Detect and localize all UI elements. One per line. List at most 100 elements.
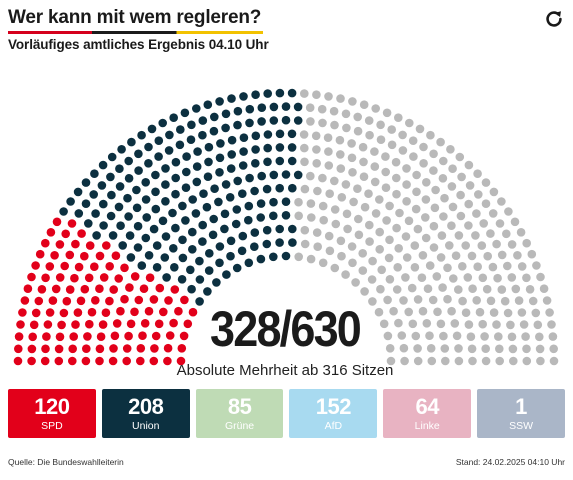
seat-union [221,109,231,119]
seat-union [147,124,157,134]
seat-gr-ne [324,147,333,156]
seat-afd [402,180,411,189]
seat-linke [535,332,544,342]
seat-spd [159,307,168,317]
seat-union [232,205,242,214]
seat-afd [413,224,423,234]
party-tile-ssw[interactable]: 1 SSW [477,389,565,438]
seat-union [251,90,260,99]
seat-union [151,204,161,214]
seat-gr-ne [336,150,345,159]
seat-union [125,231,135,240]
seat-union [221,123,230,133]
seat-spd [59,308,69,318]
seat-afd [511,284,521,294]
seat-spd [48,296,58,305]
seat-linke [514,296,524,305]
seat-union [133,221,143,231]
seat-union [275,129,285,139]
party-tile-spd[interactable]: 120 SPD [8,389,96,438]
seat-afd [375,195,384,204]
seat-spd [136,344,146,353]
seat-afd [451,251,461,260]
seat-afd [383,295,392,305]
seat-gr-ne [305,103,315,112]
seat-union [269,102,279,112]
party-tile-gr-ne[interactable]: 85 Grüne [195,389,284,438]
seat-union [281,211,291,220]
seat-linke [447,306,456,316]
seat-spd [50,251,59,260]
seat-union [144,251,154,260]
seat-union [287,129,297,139]
seat-gr-ne [294,197,303,207]
seat-afd [527,249,537,259]
seat-afd [425,261,435,270]
seat-linke [506,320,515,330]
seat-union [149,224,159,234]
seat-union [106,172,115,182]
seat-union [210,184,219,193]
seat-spd [169,318,178,328]
seat-afd [472,209,481,218]
seat-union [181,216,190,225]
seat-afd [351,278,360,287]
seat-spd [23,284,33,293]
seat-afd [464,160,474,170]
seat-spd [71,239,80,249]
seat-afd [354,230,364,240]
seat-gr-ne [359,100,369,109]
seat-afd [367,275,377,284]
party-tile-union[interactable]: 208 Union [101,389,190,438]
seat-union [287,88,297,98]
seat-linke [481,356,491,366]
page-title: Wer kann mit wem regleren? [8,7,262,28]
seat-linke [481,344,491,354]
seat-linke [399,343,409,353]
seat-union [158,216,168,226]
seat-union [288,224,297,234]
seat-afd [455,152,465,162]
seat-union [144,142,153,152]
seat-union [245,173,254,183]
seat-linke [508,344,518,354]
seat-linke [528,296,538,306]
seat-ssw [386,356,396,366]
seat-afd [454,231,464,240]
seat-linke [425,331,434,341]
party-tile-afd[interactable]: 152 AfD [289,389,378,438]
seat-spd [163,343,173,353]
seat-union [233,106,243,116]
seat-union [269,211,278,221]
seat-union [188,195,197,204]
seat-union [132,203,142,213]
seat-afd [438,283,447,292]
seat-union [293,102,303,112]
seat-gr-ne [364,116,374,125]
seat-afd [412,187,421,197]
seat-gr-ne [331,219,341,229]
seat-afd [507,240,517,249]
seat-union [152,241,162,250]
refresh-icon[interactable] [543,8,565,30]
seat-union [134,149,143,159]
seat-afd [522,273,531,283]
party-tile-linke[interactable]: 64 Linke [383,389,472,438]
seat-linke [385,344,395,353]
seat-union [116,221,125,230]
seat-union [215,97,224,106]
seat-union [251,131,261,141]
seat-union [204,266,214,275]
header: Wer kann mit wem regleren? Vorläufiges a… [8,6,565,52]
seat-gr-ne [358,142,368,152]
seat-linke [535,344,545,354]
seat-afd [399,296,408,305]
seat-gr-ne [330,205,340,214]
seat-afd [471,231,480,240]
seat-union [263,143,273,153]
seat-union [212,278,221,287]
seat-afd [418,306,428,316]
seat-union [170,263,179,272]
seat-gr-ne [353,184,362,193]
seat-union [215,168,224,177]
